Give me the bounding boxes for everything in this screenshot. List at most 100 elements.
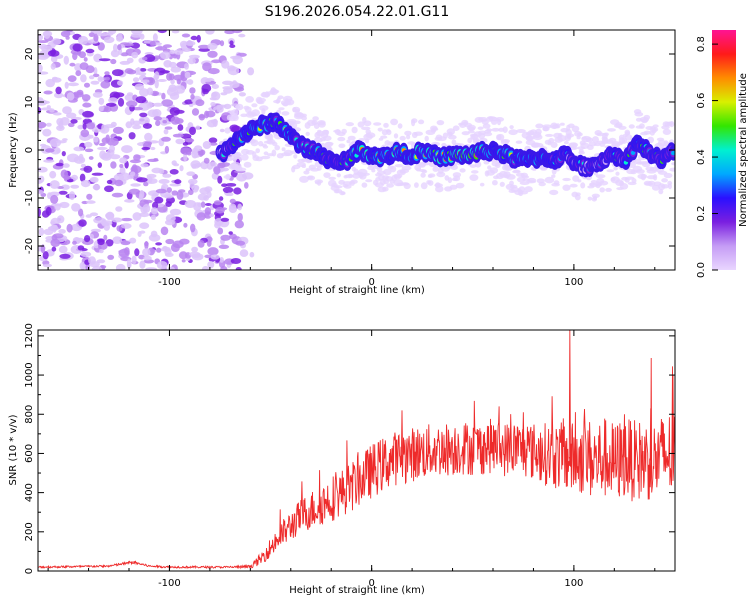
- spectrogram-noise-blob: [54, 92, 64, 99]
- spectrogram-noise-blob: [69, 191, 76, 201]
- spectrogram-noise-blob: [117, 33, 123, 41]
- spectrogram-noise-blob: [204, 79, 212, 83]
- spectrogram-noise-blob: [79, 173, 86, 182]
- spectrogram-y-tick-label: 20: [24, 48, 35, 61]
- spectrogram-noise-blob: [172, 54, 177, 59]
- spectrogram-noise-blob: [182, 47, 191, 52]
- spectrogram-noise-blob: [91, 172, 104, 176]
- spectrogram-halo-blob: [471, 170, 479, 174]
- spectrogram-halo-blob: [427, 180, 434, 186]
- spectrogram-noise-blob: [121, 223, 132, 229]
- spectrogram-noise-blob: [128, 188, 141, 195]
- spectrogram-noise-blob: [229, 198, 236, 204]
- spectrogram-halo-blob: [574, 194, 581, 201]
- spectrogram-noise-blob: [207, 50, 218, 58]
- spectrogram-halo-blob: [603, 132, 609, 137]
- spectrogram-halo-blob: [661, 178, 668, 183]
- spectrogram-noise-blob: [179, 165, 184, 172]
- spectrogram-noise-blob: [92, 184, 101, 191]
- spectrogram-noise-blob: [217, 175, 223, 184]
- spectrogram-noise-blob: [51, 38, 62, 46]
- spectrogram-noise-blob: [197, 240, 205, 248]
- spectrogram-noise-blob: [170, 66, 182, 73]
- spectrogram-halo-blob: [564, 141, 569, 145]
- spectrogram-halo-blob: [373, 122, 382, 126]
- spectrogram-noise-blob: [38, 71, 49, 75]
- spectrogram-noise-blob: [158, 179, 170, 184]
- spectrogram-noise-blob: [135, 96, 147, 104]
- spectrogram-halo-blob: [393, 133, 399, 139]
- spectrogram-halo-blob: [477, 126, 484, 130]
- spectrogram-noise-blob: [80, 129, 90, 138]
- spectrogram-noise-blob: [124, 247, 130, 256]
- spectrogram-halo-blob: [341, 128, 347, 135]
- spectrogram-halo-blob: [386, 129, 392, 136]
- spectrogram-noise-blob: [211, 59, 222, 64]
- spectrogram-noise-blob: [220, 234, 231, 241]
- spectrogram-halo-blob: [483, 160, 490, 165]
- spectrogram-noise-blob: [63, 175, 71, 181]
- spectrogram-halo-blob: [308, 159, 313, 163]
- spectrogram-noise-blob: [126, 57, 134, 64]
- spectrogram-halo-blob: [223, 175, 231, 179]
- spectrogram-noise-blob: [86, 193, 93, 200]
- spectrogram-noise-blob: [164, 126, 173, 130]
- spectrogram-noise-blob: [184, 71, 191, 79]
- spectrogram-noise-blob: [173, 163, 180, 167]
- spectrogram-halo-blob: [347, 135, 356, 141]
- spectrogram-noise-blob: [234, 86, 245, 92]
- spectrogram-halo-blob: [420, 172, 426, 178]
- spectrogram-noise-blob: [219, 162, 231, 168]
- spectrogram-noise-blob: [80, 251, 92, 257]
- spectrogram-noise-blob: [189, 87, 196, 94]
- spectrogram-noise-blob: [200, 201, 206, 208]
- spectrogram-halo-blob: [235, 103, 244, 111]
- spectrogram-halo-blob: [428, 173, 436, 178]
- spectrogram-halo-blob: [259, 105, 269, 111]
- spectrogram-noise-blob: [83, 165, 93, 173]
- spectrogram-noise-blob: [104, 185, 114, 193]
- spectrogram-noise-blob: [89, 212, 99, 217]
- spectrogram-noise-blob: [84, 148, 94, 153]
- spectrogram-noise-blob: [147, 109, 159, 118]
- spectrogram-noise-blob: [201, 84, 212, 93]
- spectrogram-noise-blob: [247, 67, 255, 76]
- spectrogram-noise-blob: [169, 208, 182, 216]
- spectrogram-noise-blob: [249, 251, 255, 258]
- spectrogram-noise-blob: [155, 120, 161, 127]
- spectrogram-noise-blob: [160, 226, 169, 236]
- spectrogram-halo-blob: [418, 169, 427, 172]
- spectrogram-halo-blob: [289, 120, 295, 126]
- snr-y-tick-label: 400: [24, 483, 35, 502]
- spectrogram-halo-blob: [624, 129, 631, 136]
- snr-y-tick-label: 1000: [24, 362, 35, 387]
- spectrogram-noise-blob: [205, 110, 216, 118]
- spectrogram-marks: [38, 30, 675, 270]
- spectrogram-halo-blob: [509, 125, 514, 130]
- spectrogram-halo-blob: [351, 126, 358, 134]
- spectrogram-noise-blob: [45, 78, 55, 88]
- colorbar-tick-label: 0.6: [696, 93, 707, 109]
- spectrogram-noise-blob: [230, 258, 242, 264]
- spectrogram-noise-blob: [180, 133, 192, 140]
- spectrogram-noise-blob: [43, 30, 51, 39]
- spectrogram-halo-blob: [390, 118, 399, 126]
- spectrogram-noise-blob: [93, 53, 103, 63]
- spectrogram-noise-blob: [213, 166, 221, 175]
- snr-frame: [37, 329, 676, 572]
- spectrogram-noise-blob: [72, 240, 77, 245]
- spectrogram-halo-blob: [669, 167, 675, 172]
- snr-spike: [568, 330, 571, 459]
- spectrogram-noise-blob: [165, 238, 175, 245]
- spectrogram-noise-blob: [110, 161, 117, 169]
- spectrogram-noise-blob: [133, 154, 141, 161]
- spectrogram-noise-blob: [171, 30, 180, 34]
- spectrogram-noise-blob: [142, 204, 151, 213]
- spectrogram-halo-blob: [483, 132, 493, 137]
- spectrogram-noise-blob: [141, 146, 151, 151]
- spectrogram-noise-blob: [61, 184, 70, 190]
- spectrogram-halo-blob: [383, 168, 392, 176]
- spectrogram-noise-blob: [223, 87, 233, 94]
